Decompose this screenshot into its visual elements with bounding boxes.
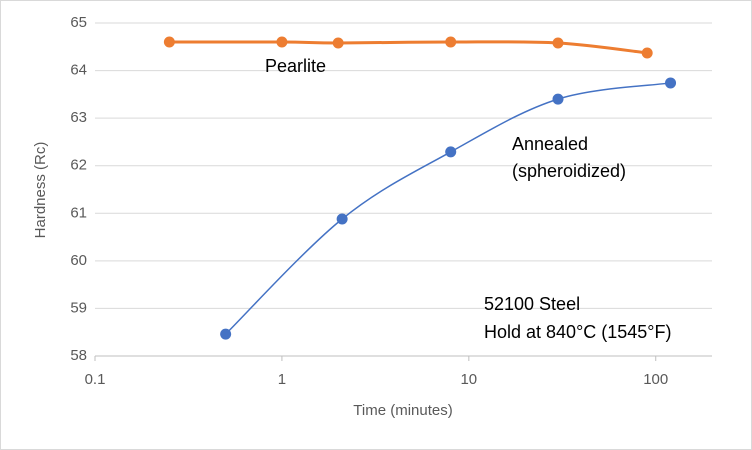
y-tick-label: 61	[70, 204, 87, 221]
annotation: 52100 Steel	[484, 294, 580, 314]
x-tick-label: 1	[278, 371, 286, 388]
y-tick-label: 59	[70, 299, 87, 316]
annotation: Pearlite	[265, 56, 326, 76]
y-tick-label: 60	[70, 252, 87, 269]
y-tick-label: 64	[70, 62, 87, 79]
data-point	[445, 36, 457, 48]
series-line	[169, 40, 648, 55]
data-point	[641, 47, 653, 59]
annotation: (spheroidized)	[512, 161, 626, 181]
x-axis-title: Time (minutes)	[353, 402, 452, 419]
data-point	[552, 93, 564, 105]
data-point	[163, 36, 175, 48]
x-tick-label: 10	[460, 371, 477, 388]
x-tick-label: 100	[643, 371, 668, 388]
data-point	[276, 36, 288, 48]
y-tick-label: 65	[70, 14, 87, 31]
data-point	[332, 37, 344, 49]
y-tick-label: 63	[70, 109, 87, 126]
data-point	[220, 328, 232, 340]
data-point	[552, 37, 564, 49]
x-tick-label: 0.1	[85, 371, 106, 388]
y-axis-title: Hardness (Rc)	[32, 142, 49, 239]
annotation: Hold at 840°C (1545°F)	[484, 322, 672, 342]
data-point	[336, 213, 348, 225]
data-point	[665, 77, 677, 89]
data-point	[445, 146, 457, 158]
y-tick-label: 62	[70, 157, 87, 174]
y-tick-label: 58	[70, 347, 87, 364]
annotation: Annealed	[512, 134, 588, 154]
